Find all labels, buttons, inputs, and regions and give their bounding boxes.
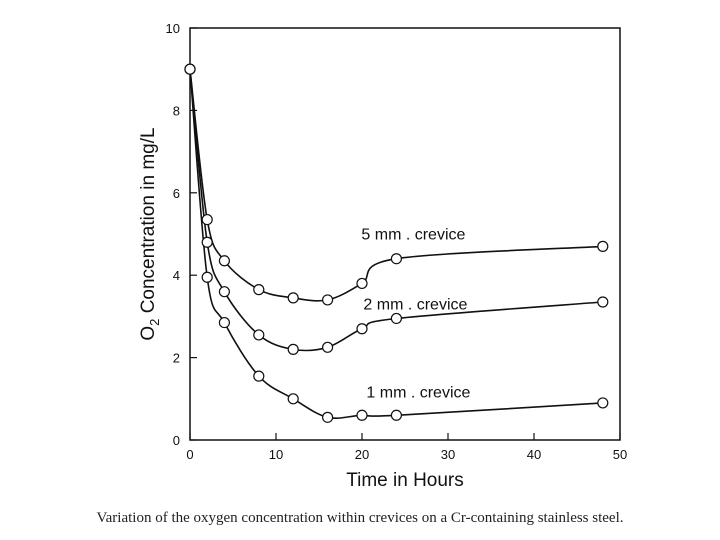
data-point	[218, 286, 230, 298]
figure-caption: Variation of the oxygen concentration wi…	[96, 510, 624, 526]
y-tick-label: 10	[166, 21, 180, 36]
data-point	[390, 409, 402, 421]
x-tick-label: 20	[355, 447, 369, 462]
y-axis-title-subscript: 2	[147, 319, 162, 326]
y-tick-label: 8	[173, 103, 180, 118]
y-axis-title: O2 Concentration in mg/L	[138, 127, 162, 340]
data-point	[201, 213, 213, 226]
data-point	[253, 284, 265, 296]
data-point	[356, 323, 368, 335]
data-point	[390, 312, 402, 325]
data-point	[253, 370, 265, 382]
plot-frame	[189, 27, 621, 441]
x-tick-label: 10	[269, 447, 283, 462]
data-point	[201, 271, 213, 283]
x-tick-label: 40	[527, 447, 541, 462]
x-tick-label: 50	[613, 447, 627, 462]
series-label: 1 mm . crevice	[366, 384, 470, 401]
data-point	[597, 397, 609, 409]
series-line	[189, 69, 603, 302]
data-point	[356, 277, 368, 290]
x-axis-title: Time in Hours	[346, 470, 464, 491]
data-point	[287, 393, 299, 405]
data-point	[322, 294, 334, 306]
data-point	[390, 253, 402, 265]
x-tick-label: 0	[186, 447, 193, 462]
data-point	[287, 292, 299, 304]
data-point	[597, 240, 609, 252]
series-label: 2 mm . crevice	[363, 296, 467, 313]
data-point	[218, 255, 230, 267]
series-labels: 5 mm . crevice 2 mm . crevice 1 mm . crevi…	[361, 227, 470, 402]
series-markers	[184, 63, 609, 423]
data-point	[201, 236, 213, 248]
data-point	[184, 63, 196, 75]
data-point	[322, 341, 334, 353]
y-tick-label: 4	[173, 268, 180, 283]
y-tick-label: 2	[173, 351, 180, 366]
data-point	[253, 329, 265, 341]
axis-ticks: 0 10 20 30 40 50 0 2 4 6 8 10	[166, 21, 628, 462]
data-point	[287, 343, 299, 355]
data-point	[356, 409, 368, 421]
data-point	[597, 296, 609, 308]
series-label: 5 mm . crevice	[361, 227, 465, 244]
y-tick-label: 0	[173, 433, 180, 448]
y-axis-title-rest: Concentration in mg/L	[138, 127, 159, 318]
y-axis-title-symbol: O	[138, 326, 159, 341]
x-tick-label: 30	[441, 447, 455, 462]
data-point	[218, 316, 230, 329]
data-point	[322, 411, 334, 423]
y-tick-label: 6	[173, 186, 180, 201]
